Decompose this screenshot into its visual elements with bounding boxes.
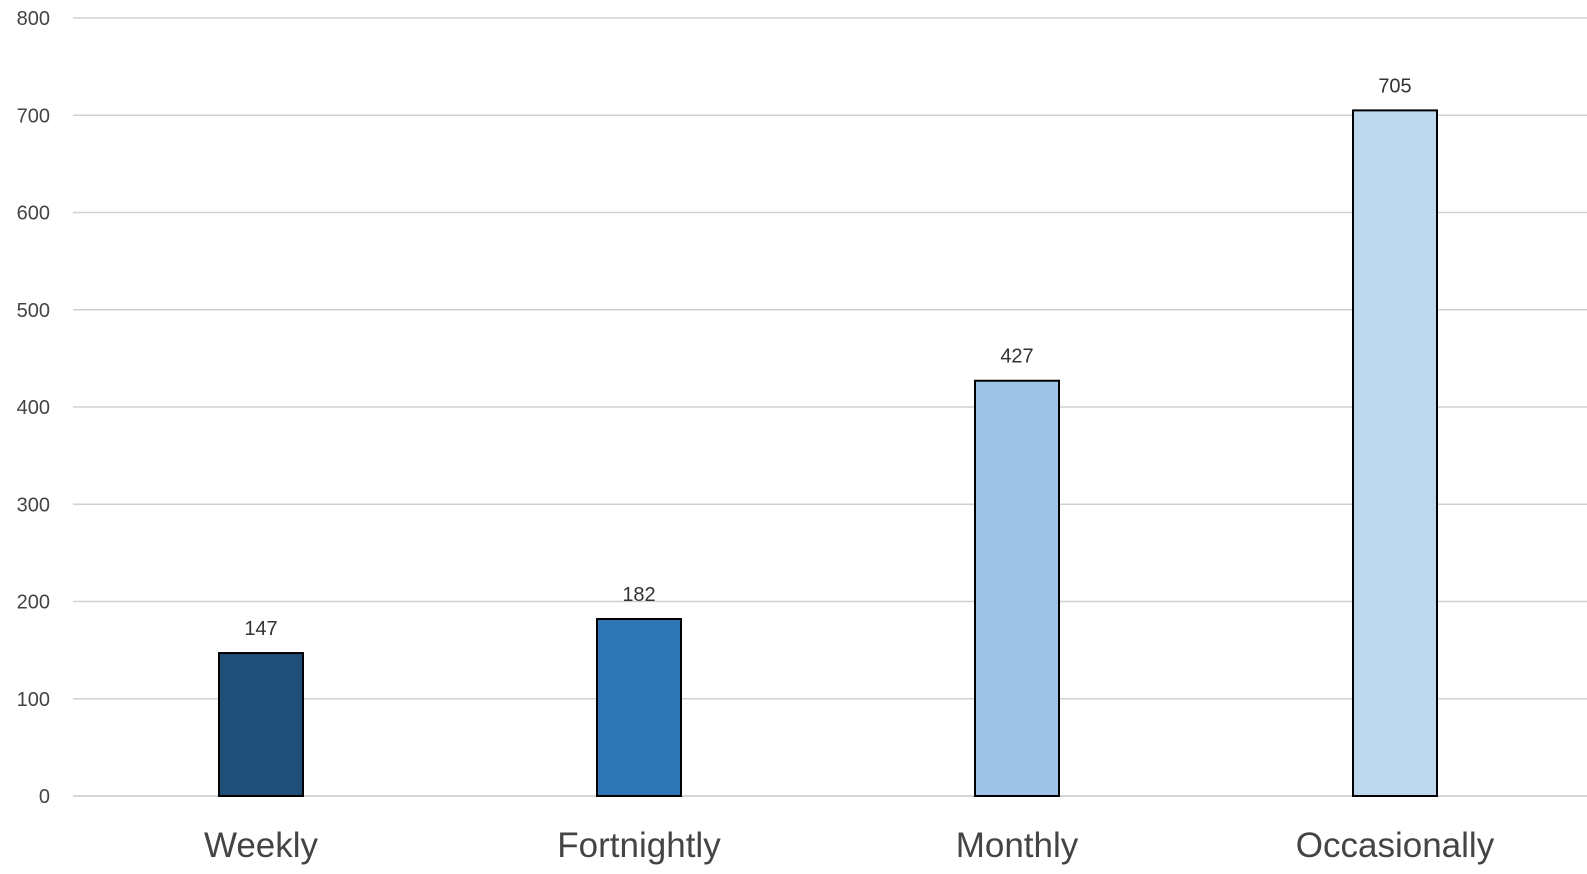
data-label-occasionally: 705 [1378, 75, 1411, 97]
data-label-weekly: 147 [244, 618, 277, 640]
y-tick-label: 400 [17, 397, 50, 419]
y-tick-label: 300 [17, 494, 50, 516]
gridlines [73, 17, 1587, 797]
data-label-fortnightly: 182 [622, 584, 655, 606]
y-tick-label: 500 [17, 300, 50, 322]
bar-fortnightly [596, 618, 682, 797]
data-labels: 147 182 427 705 [244, 75, 1411, 640]
y-tick-label: 0 [39, 786, 50, 808]
x-category-label-monthly: Monthly [956, 826, 1079, 865]
data-label-monthly: 427 [1000, 346, 1033, 368]
x-axis-category-labels: Weekly Fortnightly Monthly Occasionally [204, 826, 1495, 865]
y-axis-tick-labels: 0 100 200 300 400 500 600 700 800 [17, 8, 50, 808]
bar-occasionally [1352, 109, 1438, 797]
bar-monthly [974, 379, 1060, 797]
bars [218, 109, 1438, 797]
y-tick-label: 800 [17, 8, 50, 30]
x-category-label-weekly: Weekly [204, 826, 319, 865]
y-tick-label: 200 [17, 592, 50, 614]
bar-weekly [218, 652, 304, 797]
y-tick-label: 100 [17, 689, 50, 711]
x-category-label-fortnightly: Fortnightly [557, 826, 721, 865]
x-category-label-occasionally: Occasionally [1296, 826, 1495, 865]
y-tick-label: 600 [17, 203, 50, 225]
y-tick-label: 700 [17, 105, 50, 127]
